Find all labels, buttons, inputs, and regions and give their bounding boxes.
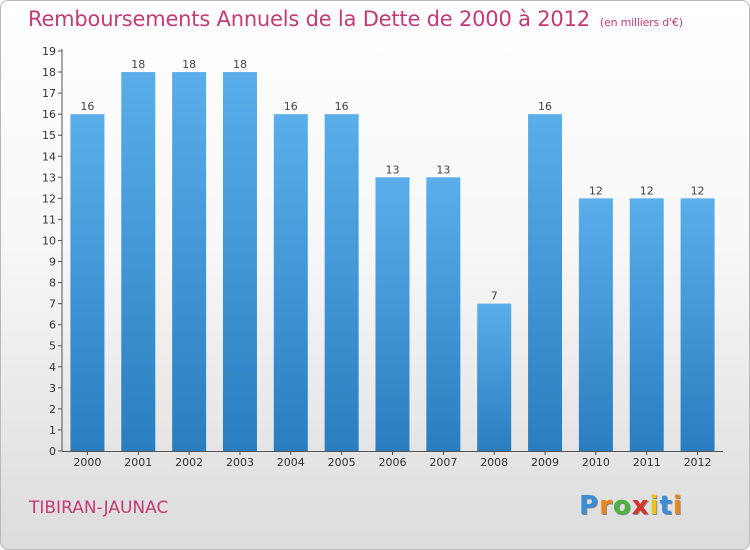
y-tick-label: 11 [42, 213, 56, 226]
y-tick-label: 0 [49, 445, 56, 458]
bar [578, 198, 613, 451]
data-label: 13 [386, 163, 400, 176]
y-tick-label: 3 [49, 382, 56, 395]
data-label: 18 [131, 58, 145, 71]
logo-letter: o [612, 491, 632, 521]
data-label: 16 [80, 100, 94, 113]
data-label: 12 [589, 184, 603, 197]
x-tick-label: 2001 [124, 456, 152, 469]
bar [426, 177, 461, 451]
logo-letter: x [631, 491, 650, 521]
y-tick-label: 2 [49, 403, 56, 416]
y-tick-label: 9 [49, 256, 56, 269]
data-label: 13 [436, 163, 450, 176]
data-label: 16 [335, 100, 349, 113]
x-tick-label: 2007 [429, 456, 457, 469]
y-tick-label: 6 [49, 319, 56, 332]
x-tick-label: 2002 [175, 456, 203, 469]
y-tick-label: 17 [42, 87, 56, 100]
y-tick-label: 19 [42, 45, 56, 58]
x-tick-label: 2004 [277, 456, 305, 469]
y-tick-label: 5 [49, 340, 56, 353]
bar [70, 114, 105, 451]
data-label: 16 [538, 100, 552, 113]
bar [375, 177, 410, 451]
bar [324, 114, 359, 451]
bar [528, 114, 563, 451]
y-tick-label: 7 [49, 298, 56, 311]
bar [222, 72, 257, 451]
y-tick-label: 8 [49, 277, 56, 290]
proxiti-logo: Proxiti [579, 491, 683, 521]
bar [680, 198, 715, 451]
x-axis: 2000 2001 2002 2003 2004 2005 2006 2007 2008 2009… [62, 451, 723, 469]
x-tick-label: 2000 [73, 456, 101, 469]
y-tick-label: 14 [42, 150, 56, 163]
x-tick-label: 2005 [328, 456, 356, 469]
data-label: 16 [284, 100, 298, 113]
commune-name: TIBIRAN-JAUNAC [29, 498, 169, 518]
logo-letter: i [672, 491, 683, 521]
x-tick-label: 2006 [379, 456, 407, 469]
x-tick-label: 2009 [531, 456, 559, 469]
x-tick-label: 2008 [480, 456, 508, 469]
bar [172, 72, 207, 451]
data-label: 12 [691, 184, 705, 197]
x-tick-label: 2003 [226, 456, 254, 469]
y-tick-label: 18 [42, 66, 56, 79]
x-tick-label: 2010 [582, 456, 610, 469]
y-tick-label: 15 [42, 129, 56, 142]
data-label: 18 [233, 58, 247, 71]
logo-letter: t [659, 491, 673, 521]
y-tick-label: 13 [42, 171, 56, 184]
data-label: 18 [182, 58, 196, 71]
chart-subtitle: (en milliers d'€) [599, 16, 683, 29]
data-label: 7 [491, 290, 498, 303]
bars [70, 72, 715, 451]
y-tick-label: 10 [42, 234, 56, 247]
logo-letter: i [649, 491, 660, 521]
bar [121, 72, 156, 451]
x-tick-label: 2012 [684, 456, 712, 469]
y-tick-label: 16 [42, 108, 56, 121]
data-label: 12 [640, 184, 654, 197]
chart-title-text: Remboursements Annuels de la Dette de 20… [28, 7, 590, 31]
chart-title: Remboursements Annuels de la Dette de 20… [28, 7, 683, 31]
bar [477, 303, 512, 451]
bar [273, 114, 308, 451]
logo-letter: r [599, 491, 613, 521]
logo-letter: P [579, 491, 600, 521]
y-tick-label: 1 [49, 424, 56, 437]
bar [629, 198, 664, 451]
y-tick-label: 12 [42, 192, 56, 205]
y-tick-label: 4 [49, 361, 56, 374]
x-tick-label: 2011 [633, 456, 661, 469]
value-labels: 16 18 18 18 16 16 13 13 7 16 12 12 12 [80, 58, 704, 303]
